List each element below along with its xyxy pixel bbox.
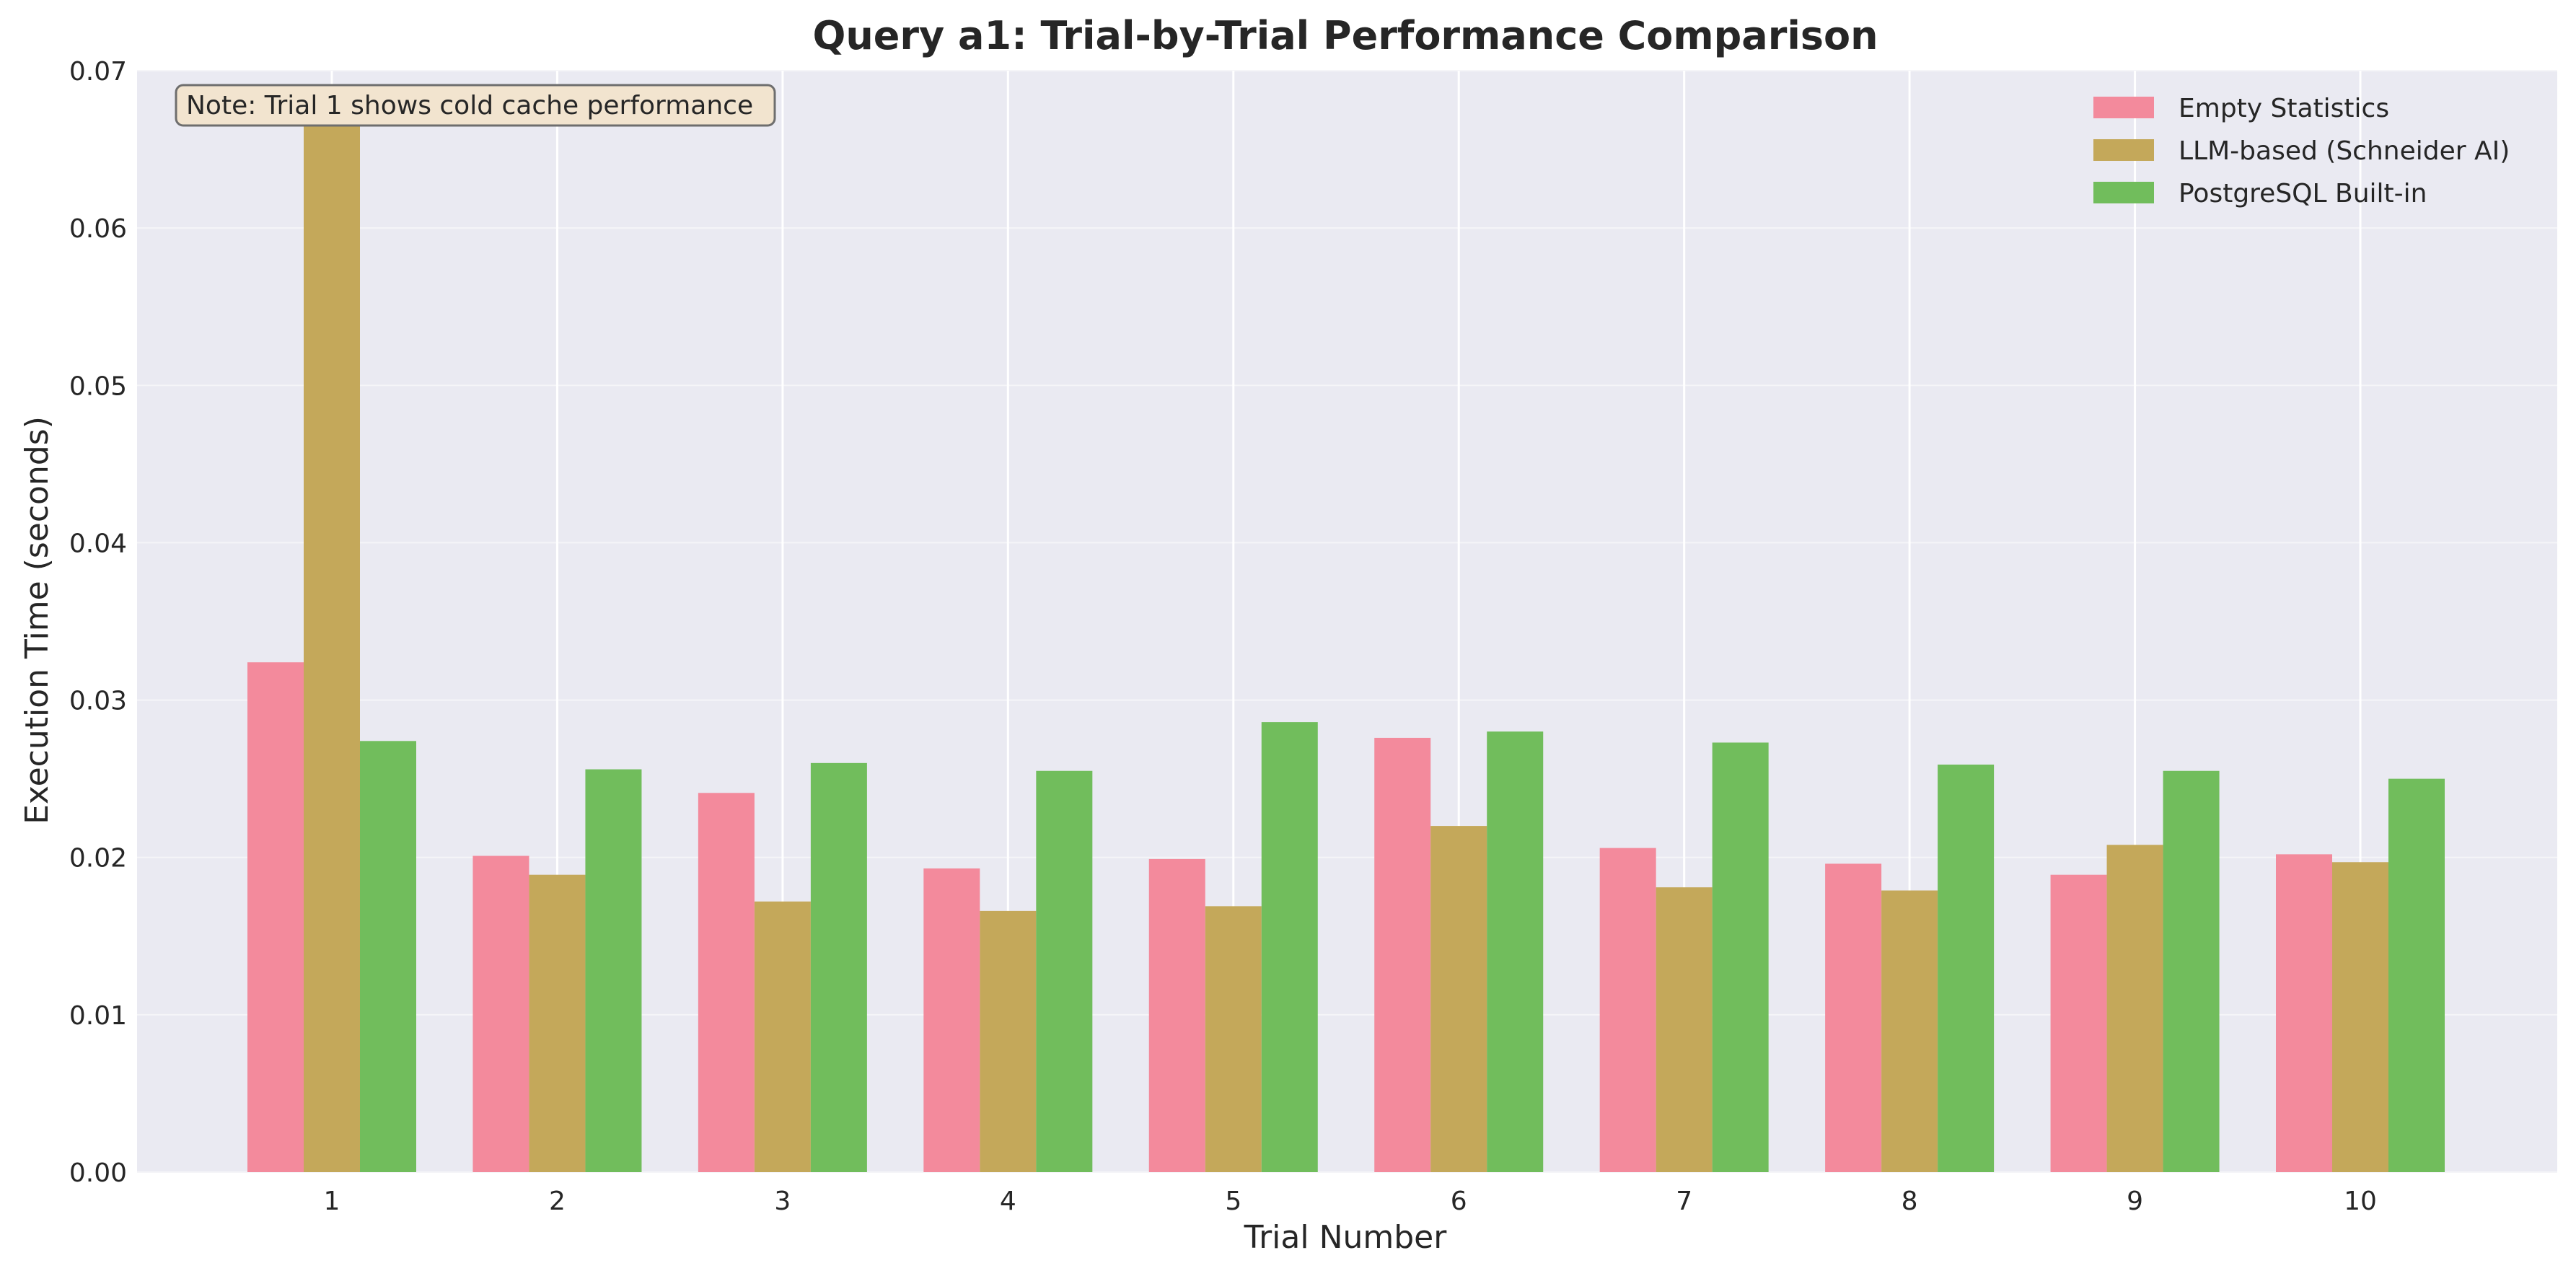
legend-label-1: Empty Statistics: [2179, 94, 2389, 123]
x-tick-label: 6: [1451, 1187, 1467, 1216]
legend-label-2: LLM-based (Schneider AI): [2179, 136, 2510, 166]
bar-series-1-trial-6: [1374, 737, 1431, 1172]
legend: Empty Statistics LLM-based (Schneider AI)…: [2093, 94, 2510, 208]
x-tick-label: 8: [1902, 1187, 1918, 1216]
annotation-box: [175, 84, 776, 127]
bar-series-1-trial-7: [1599, 848, 1656, 1172]
bar-series-3-trial-3: [810, 762, 867, 1172]
annotation-text: Note: Trial 1 shows cold cache performan…: [186, 91, 753, 120]
bar-series-3-trial-2: [585, 769, 642, 1172]
bar-series-2-trial-9: [2106, 845, 2163, 1172]
x-tick-label: 10: [2344, 1187, 2377, 1216]
bar-series-2-trial-5: [1205, 906, 1262, 1172]
bar-series-2-trial-3: [754, 901, 811, 1172]
x-tick-label: 4: [1000, 1187, 1016, 1216]
bar-series-2-trial-7: [1656, 887, 1713, 1172]
x-tick-label: 3: [774, 1187, 791, 1216]
x-axis-label: Trial Number: [1244, 1219, 1448, 1256]
x-axis-ticks: 1 2 3 4 5 6 7 8 9 10: [324, 1187, 2377, 1216]
bar-series-3-trial-7: [1712, 742, 1769, 1172]
bar-series-1-trial-10: [2276, 854, 2332, 1172]
bar-series-1-trial-1: [247, 662, 304, 1172]
y-axis-ticks: 0.00 0.01 0.02 0.03 0.04 0.05 0.06 0.07: [69, 57, 127, 1188]
legend-swatch-1: [2093, 97, 2154, 118]
bar-series-3-trial-1: [360, 741, 416, 1172]
legend-swatch-3: [2093, 182, 2154, 203]
legend-label-3: PostgreSQL Built-in: [2179, 179, 2427, 208]
chart-title: Query a1: Trial-by-Trial Performance Com…: [812, 13, 1878, 58]
x-tick-label: 7: [1676, 1187, 1692, 1216]
bar-series-2-trial-1: [304, 118, 360, 1172]
x-tick-label: 9: [2127, 1187, 2143, 1216]
bar-series-2-trial-10: [2332, 862, 2388, 1172]
y-tick-label: 0.06: [69, 214, 127, 244]
bar-series-3-trial-4: [1036, 770, 1093, 1172]
y-tick-label: 0.03: [69, 687, 127, 716]
y-axis-label: Execution Time (seconds): [19, 416, 56, 824]
bar-series-3-trial-10: [2388, 778, 2445, 1172]
bar-series-1-trial-4: [923, 868, 980, 1172]
x-tick-label: 5: [1225, 1187, 1241, 1216]
bar-series-1-trial-8: [1825, 863, 1882, 1172]
y-tick-label: 0.05: [69, 371, 127, 401]
bar-series-1-trial-5: [1148, 858, 1205, 1172]
legend-swatch-2: [2093, 139, 2154, 161]
bars: [247, 118, 2445, 1172]
y-tick-label: 0.02: [69, 844, 127, 874]
bar-series-3-trial-9: [2163, 770, 2220, 1172]
bar-series-2-trial-4: [980, 910, 1037, 1172]
bar-series-3-trial-6: [1487, 731, 1544, 1172]
y-tick-label: 0.00: [69, 1158, 127, 1188]
bar-series-1-trial-9: [2050, 874, 2107, 1172]
bar-series-1-trial-2: [472, 855, 529, 1172]
bar-series-3-trial-8: [1938, 765, 1995, 1172]
x-tick-label: 1: [324, 1187, 340, 1216]
annotation-note: Note: Trial 1 shows cold cache performan…: [175, 84, 776, 127]
bar-series-1-trial-3: [698, 793, 755, 1172]
y-tick-label: 0.04: [69, 529, 127, 558]
bar-series-2-trial-2: [529, 874, 586, 1172]
bar-series-2-trial-6: [1430, 826, 1487, 1172]
y-tick-label: 0.01: [69, 1001, 127, 1031]
y-tick-label: 0.07: [69, 57, 127, 87]
x-tick-label: 2: [549, 1187, 566, 1216]
bar-series-2-trial-8: [1881, 890, 1938, 1172]
bar-series-3-trial-5: [1261, 722, 1318, 1172]
